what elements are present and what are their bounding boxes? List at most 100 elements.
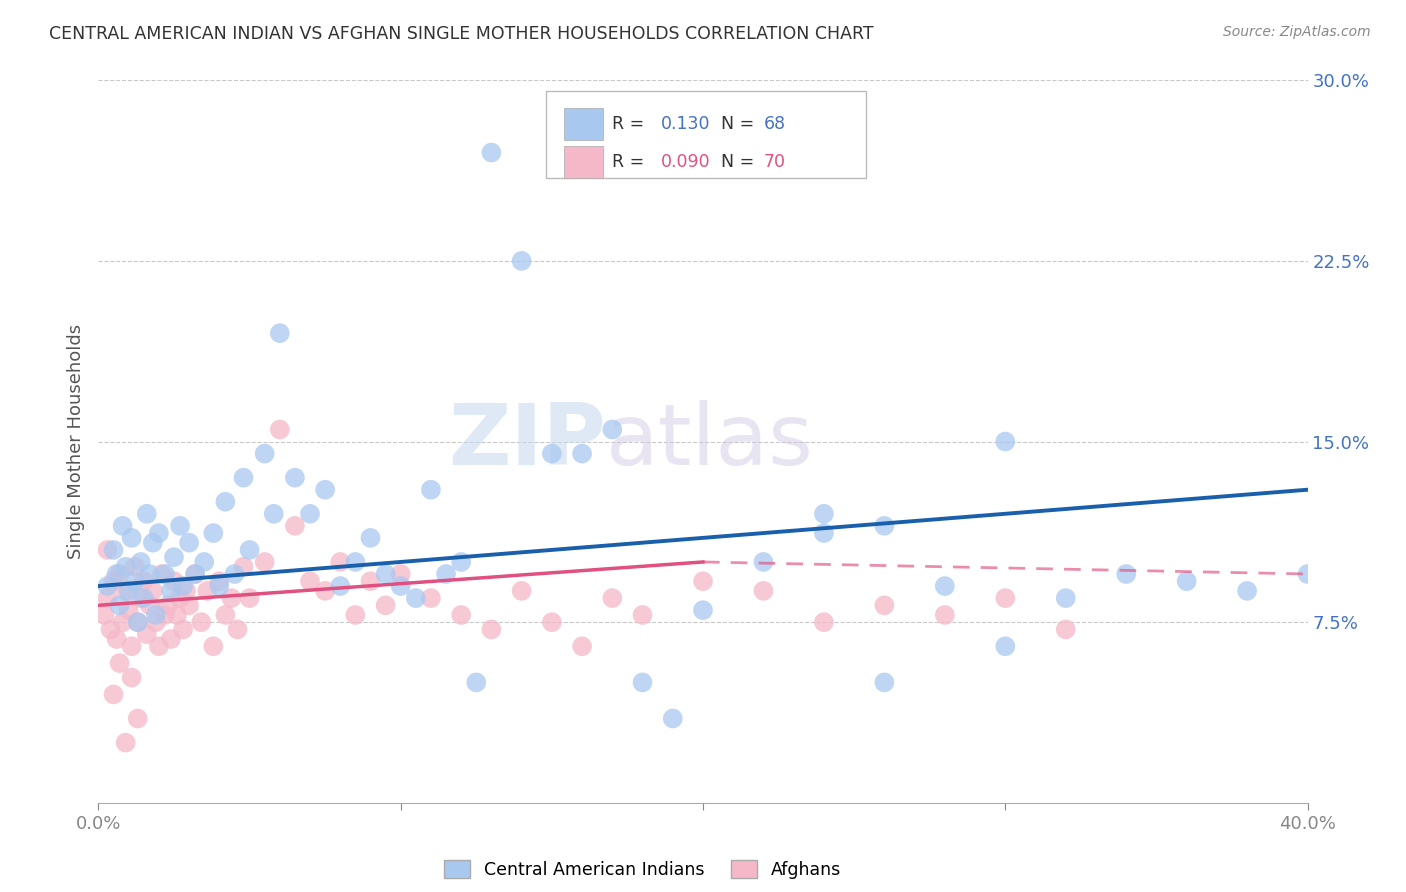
Point xyxy=(1296,567,1319,582)
Point xyxy=(108,567,131,582)
Point xyxy=(994,639,1017,653)
Point xyxy=(1175,574,1198,589)
Point xyxy=(284,470,307,484)
Point xyxy=(284,518,307,533)
Point xyxy=(184,567,207,582)
Point xyxy=(450,555,472,569)
Point xyxy=(389,579,412,593)
Text: 0.130: 0.130 xyxy=(661,115,710,133)
Point xyxy=(873,518,896,533)
Point xyxy=(153,567,176,582)
Point xyxy=(208,579,231,593)
Point xyxy=(269,422,291,436)
Point xyxy=(934,607,956,622)
Point xyxy=(224,567,246,582)
Point xyxy=(132,574,155,589)
Point xyxy=(434,567,457,582)
Point xyxy=(873,675,896,690)
Point xyxy=(1115,567,1137,582)
Point xyxy=(571,639,593,653)
Point xyxy=(135,627,157,641)
Text: CENTRAL AMERICAN INDIAN VS AFGHAN SINGLE MOTHER HOUSEHOLDS CORRELATION CHART: CENTRAL AMERICAN INDIAN VS AFGHAN SINGLE… xyxy=(49,25,875,43)
Point xyxy=(96,591,118,605)
Point xyxy=(661,712,683,726)
Point xyxy=(145,607,167,622)
Text: N =: N = xyxy=(721,115,759,133)
Point xyxy=(813,615,835,630)
Point xyxy=(124,574,146,589)
Point xyxy=(510,253,533,268)
Point xyxy=(540,615,562,630)
Point xyxy=(93,607,115,622)
Point xyxy=(190,615,212,630)
Point xyxy=(360,574,382,589)
Point xyxy=(169,591,191,605)
Point xyxy=(108,599,131,613)
Point xyxy=(121,639,143,653)
Point xyxy=(103,687,125,701)
Point xyxy=(344,607,367,622)
Point xyxy=(239,542,262,557)
FancyBboxPatch shape xyxy=(546,91,866,178)
Point xyxy=(481,145,503,160)
Text: 0.090: 0.090 xyxy=(661,153,710,171)
Point xyxy=(124,559,146,574)
Point xyxy=(360,531,382,545)
Point xyxy=(481,623,503,637)
Point xyxy=(127,615,149,630)
Point xyxy=(631,607,654,622)
Point xyxy=(813,526,835,541)
Text: R =: R = xyxy=(613,153,650,171)
Point xyxy=(96,542,118,557)
Text: ZIP: ZIP xyxy=(449,400,606,483)
Point xyxy=(127,615,149,630)
Point xyxy=(172,623,194,637)
Point xyxy=(374,599,396,613)
Text: atlas: atlas xyxy=(606,400,814,483)
Point xyxy=(873,599,896,613)
Point xyxy=(105,567,128,582)
Text: Source: ZipAtlas.com: Source: ZipAtlas.com xyxy=(1223,25,1371,39)
Point xyxy=(163,574,186,589)
Point xyxy=(184,567,207,582)
Point xyxy=(100,623,122,637)
Point xyxy=(752,555,775,569)
Point xyxy=(172,579,194,593)
Point xyxy=(420,591,443,605)
Point xyxy=(111,615,134,630)
Point xyxy=(405,591,427,605)
Point xyxy=(96,579,118,593)
Point xyxy=(1054,623,1077,637)
Point xyxy=(103,542,125,557)
Point xyxy=(142,535,165,549)
Point xyxy=(108,656,131,670)
Point xyxy=(121,531,143,545)
Point xyxy=(156,599,179,613)
Point xyxy=(163,550,186,565)
Y-axis label: Single Mother Households: Single Mother Households xyxy=(66,324,84,559)
Point xyxy=(221,591,243,605)
Point xyxy=(179,535,201,549)
Point xyxy=(692,603,714,617)
Point xyxy=(150,567,173,582)
Point xyxy=(214,607,236,622)
Point xyxy=(193,555,215,569)
Point xyxy=(420,483,443,497)
Point xyxy=(269,326,291,340)
Point xyxy=(179,599,201,613)
Point xyxy=(114,735,136,749)
Point xyxy=(103,574,125,589)
Point xyxy=(389,567,412,582)
Legend: Central American Indians, Afghans: Central American Indians, Afghans xyxy=(436,851,849,888)
Point xyxy=(202,526,225,541)
Point xyxy=(752,583,775,598)
Point xyxy=(160,632,183,646)
Point xyxy=(994,434,1017,449)
Point xyxy=(127,712,149,726)
FancyBboxPatch shape xyxy=(564,108,603,139)
Point xyxy=(232,470,254,484)
Point xyxy=(450,607,472,622)
Point xyxy=(299,574,322,589)
Text: R =: R = xyxy=(613,115,650,133)
Point xyxy=(139,599,162,613)
